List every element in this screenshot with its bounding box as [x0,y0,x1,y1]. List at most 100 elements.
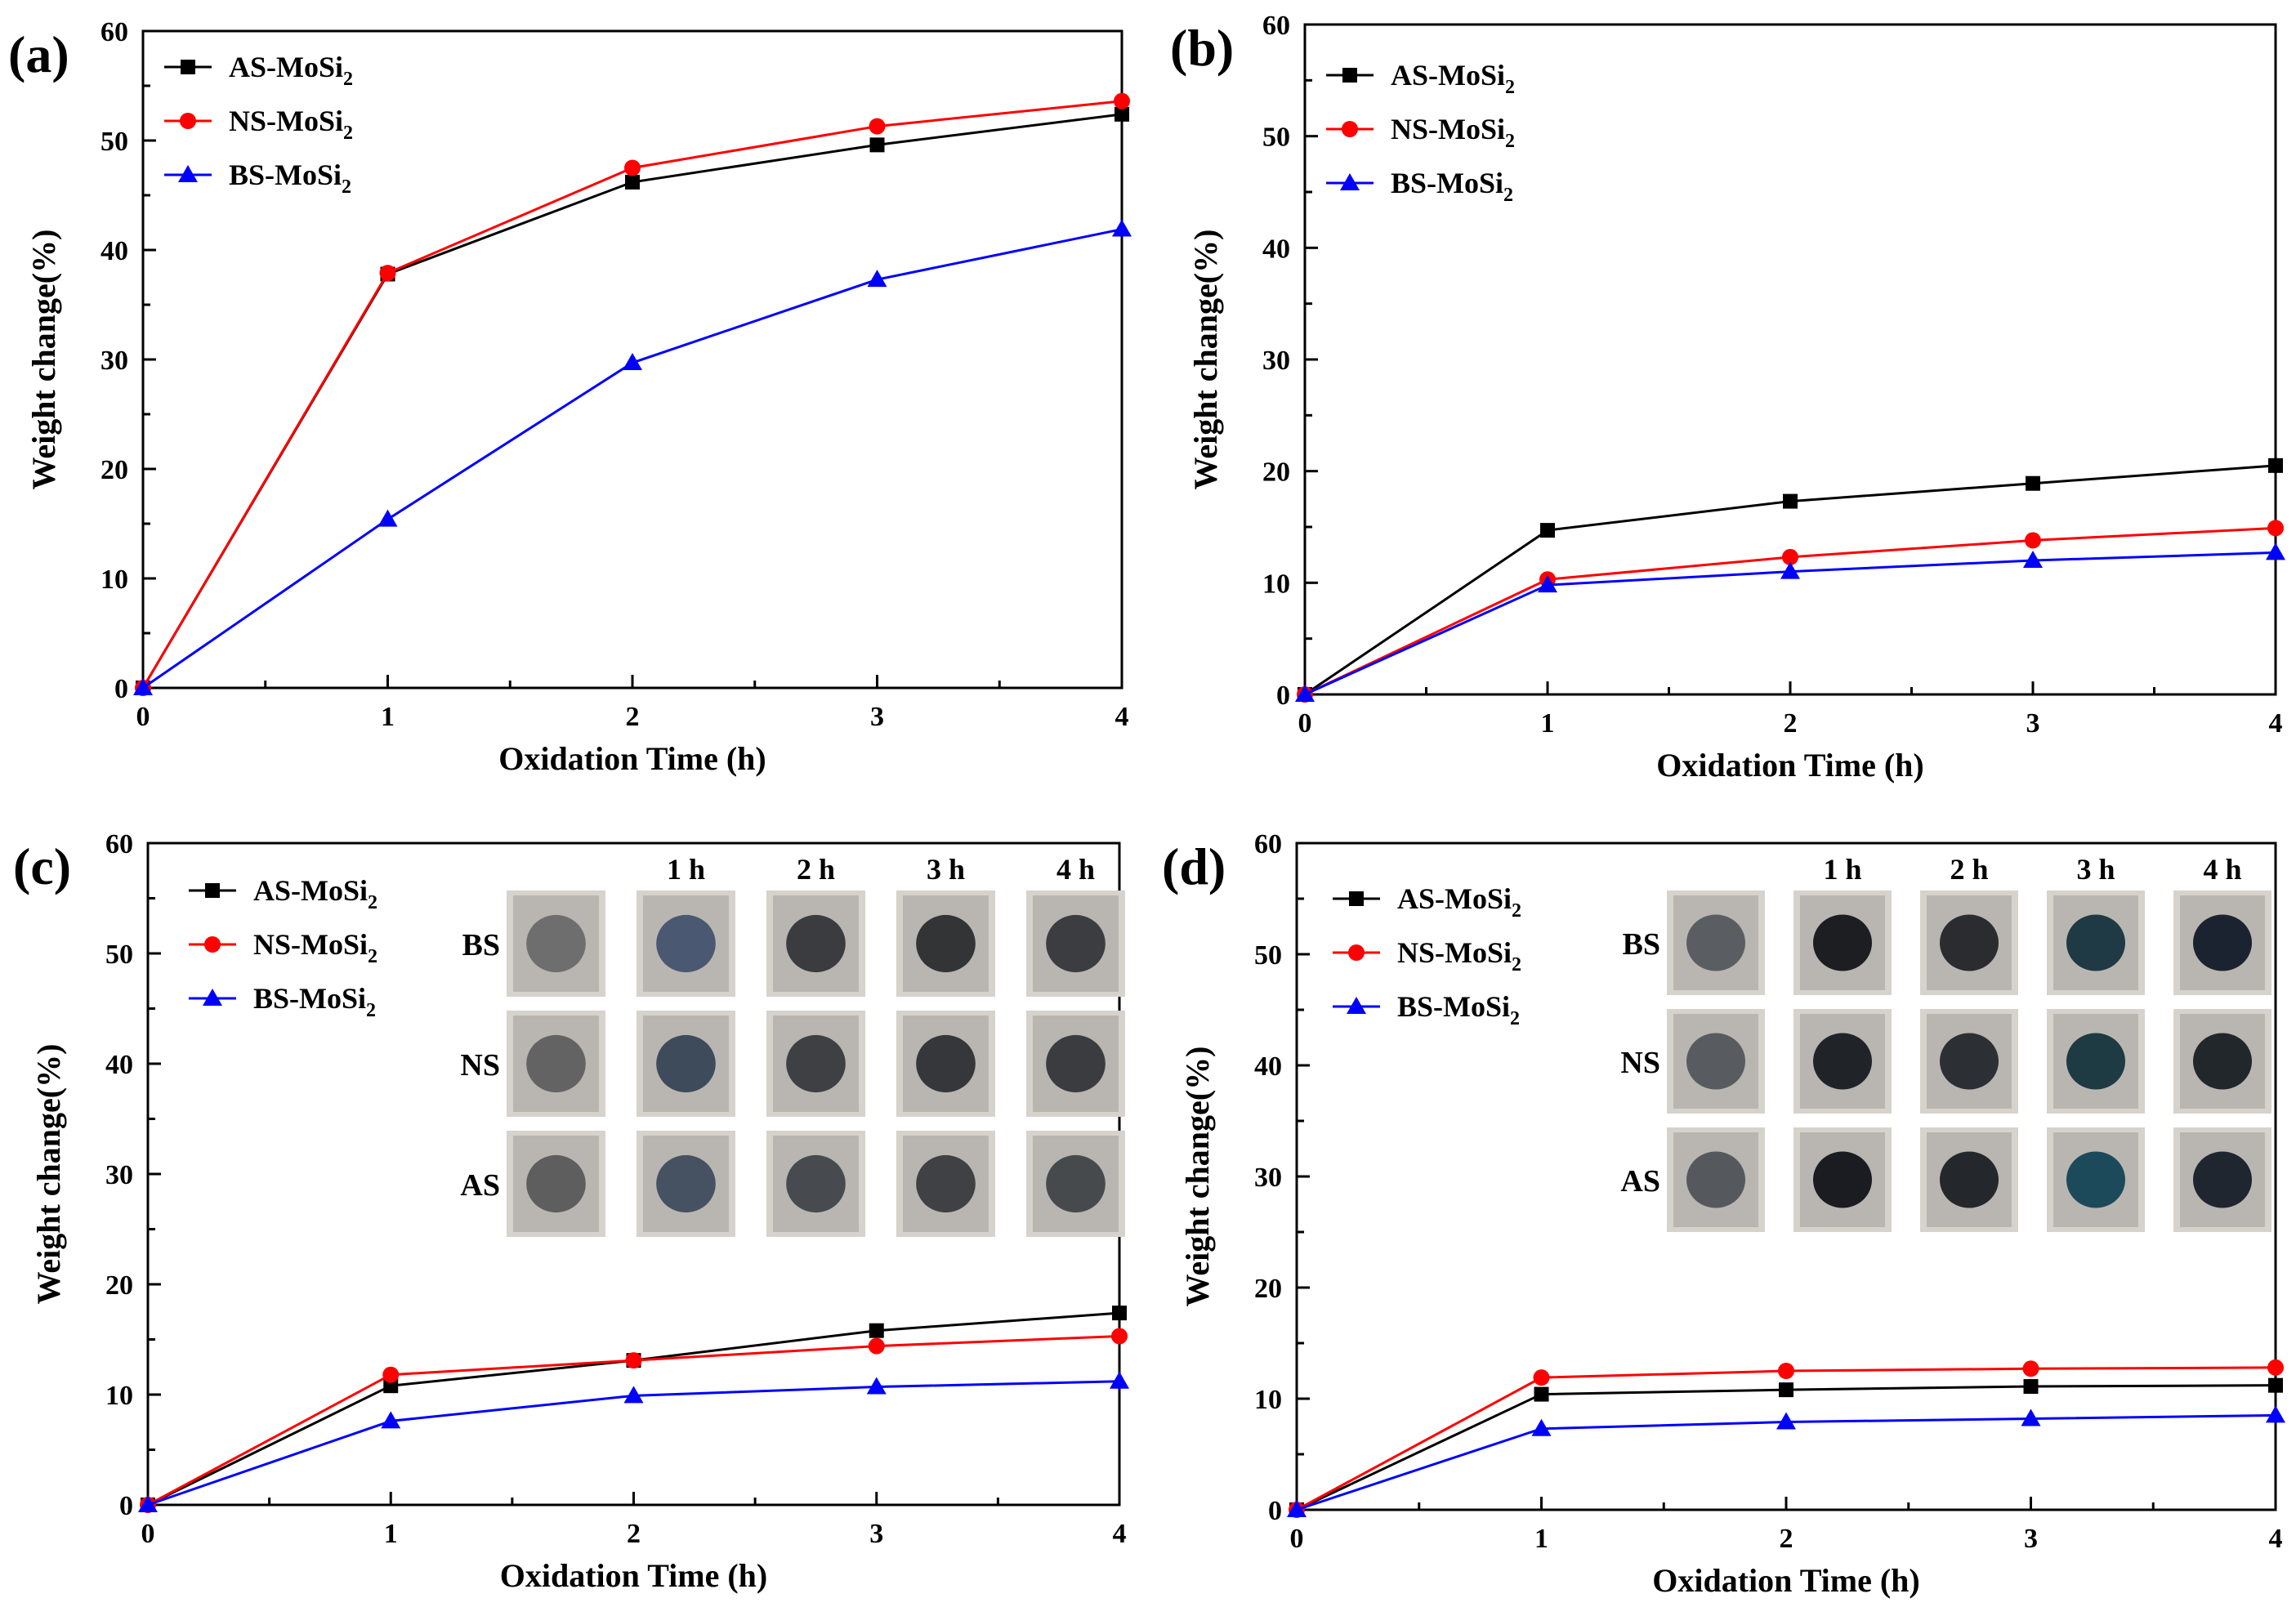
data-point [2023,1379,2039,1395]
series-bs-mosi2 [138,1371,1129,1512]
x-tick-label: 4 [2269,1524,2283,1554]
data-point [624,159,641,176]
inset-sample-disc [1940,1151,1999,1208]
data-point [381,1411,401,1429]
legend-label: NS-MoSi2 [229,105,353,144]
inset-sample-disc [2066,1033,2125,1090]
inset-column-label: 2 h [797,853,835,886]
inset-sample-disc [2193,914,2252,971]
inset-column-label: 2 h [1950,853,1988,886]
inset-column-label: 3 h [2076,853,2115,886]
inset-sample-disc [916,914,976,973]
x-tick-label: 1 [1534,1524,1548,1554]
legend-marker [1348,944,1365,961]
legend-label: AS-MoSi2 [1391,59,1515,98]
data-point [1783,493,1798,509]
inset-sample-disc [786,914,846,973]
y-tick-label: 60 [101,17,128,47]
legend-label-name: AS-MoSi [229,51,343,83]
y-tick-label: 0 [1268,1496,1282,1526]
inset-sample-disc [1686,914,1745,971]
legend-entry: BS-MoSi2 [164,158,351,198]
legend-label-subscript: 2 [1503,185,1513,206]
legend-marker [1342,68,1357,83]
legend-label-name: AS-MoSi [1397,882,1512,915]
legend-label-subscript: 2 [1505,131,1515,152]
inset-sample-disc [656,914,716,973]
inset-sample-disc [526,1034,586,1093]
legend-entry: BS-MoSi2 [1326,167,1513,206]
data-point [625,1352,642,1369]
data-point [1295,685,1315,702]
legend-label-subscript: 2 [368,892,377,913]
x-tick-label: 0 [1298,708,1312,739]
data-point [1776,1412,1796,1430]
inset-column-label: 1 h [1823,853,1861,886]
data-point [2022,1360,2039,1377]
data-point [625,174,640,190]
inset-column-label: 3 h [927,853,965,886]
legend-entry: AS-MoSi2 [189,874,377,913]
legend-marker [180,113,196,129]
data-point [2268,458,2283,473]
x-tick-label: 1 [381,702,395,732]
x-tick-label: 1 [384,1519,398,1549]
data-point [383,1378,399,1394]
inset-sample-disc [656,1034,716,1093]
legend-label-name: NS-MoSi [229,105,343,137]
y-tick-label: 60 [1262,11,1290,41]
legend-label-subscript: 2 [368,946,377,967]
legend-label: AS-MoSi2 [1397,882,1521,922]
legend-marker [181,60,195,74]
legend-label: NS-MoSi2 [1391,113,1515,152]
legend-entry: NS-MoSi2 [164,105,353,144]
y-tick-label: 10 [101,565,128,595]
legend-marker [1347,997,1366,1014]
data-point [1112,219,1132,237]
legend-marker [178,165,198,182]
inset-sample-disc [786,1154,846,1213]
inset-sample-disc [1686,1033,1745,1090]
y-tick-label: 10 [1254,1385,1282,1415]
inset-column-label: 4 h [2203,853,2241,886]
x-tick-label: 4 [2269,708,2283,739]
legend-marker [1342,121,1358,137]
legend-entry: AS-MoSi2 [1326,59,1515,98]
inset-sample-disc [1046,1034,1106,1093]
legend-label: BS-MoSi2 [1391,167,1513,206]
legend-label: BS-MoSi2 [229,158,351,198]
legend-marker [205,883,220,898]
inset-sample-disc [2193,1151,2252,1208]
x-tick-label: 4 [1115,702,1129,732]
series-bs-mosi2 [1295,542,2285,702]
y-tick-label: 60 [1254,829,1282,859]
x-tick-label: 2 [1784,708,1798,739]
y-tick-label: 30 [1254,1163,1282,1193]
y-tick-label: 40 [105,1050,133,1080]
legend: AS-MoSi2 NS-MoSi2 BS-MoSi2 [1326,59,1515,206]
data-point [1540,523,1555,538]
series-ns-mosi2 [140,1328,1128,1513]
x-tick-label: 0 [136,702,150,732]
legend-label-subscript: 2 [1505,77,1515,98]
series-as-mosi2 [136,106,1129,695]
data-point [2026,475,2040,491]
legend-label: NS-MoSi2 [253,928,377,967]
y-tick-label: 40 [101,236,128,266]
data-point [869,1323,884,1338]
data-point [2268,1377,2283,1393]
y-tick-label: 50 [1262,123,1290,153]
data-point [1779,1382,1793,1398]
panel-label: (b) [1170,19,1234,77]
x-tick-label: 3 [2024,1524,2038,1554]
data-point [1287,1500,1307,1517]
data-point [1114,92,1130,109]
y-tick-label: 20 [105,1270,133,1301]
data-point [1531,1418,1552,1436]
series-bs-mosi2 [1287,1405,2285,1517]
legend-label: BS-MoSi2 [1397,990,1520,1029]
